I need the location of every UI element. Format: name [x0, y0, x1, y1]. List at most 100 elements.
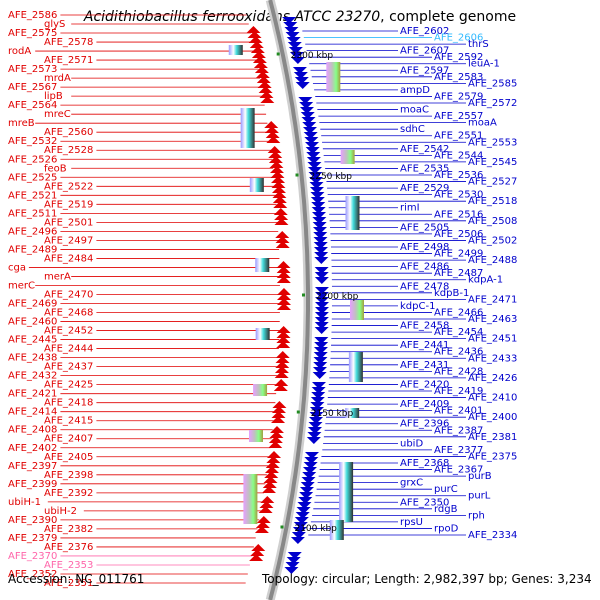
- forward-gene-label: AFE_2470: [44, 289, 93, 300]
- forward-gene-label: AFE_2496: [8, 226, 57, 237]
- reverse-gene-label: kdpC-1: [400, 301, 435, 312]
- forward-gene-label: AFE_2469: [8, 299, 57, 310]
- forward-gene-mark: [264, 471, 279, 478]
- genome-backbone: [265, 0, 313, 600]
- reverse-gene-mark: [312, 367, 327, 374]
- forward-gene-label: AFE_2501: [44, 217, 93, 228]
- reverse-gene-mark: [301, 117, 316, 124]
- reverse-gene-mark: [314, 322, 329, 329]
- feature-category-block: [243, 474, 258, 524]
- feature-category-block: [255, 328, 270, 340]
- forward-gene-mark: [251, 51, 266, 58]
- reverse-gene-label: rpsU: [400, 517, 423, 528]
- reverse-gene-mark: [309, 182, 324, 189]
- reverse-gene-label: AFE_2585: [468, 78, 517, 89]
- forward-gene-label: AFE_2445: [8, 335, 57, 346]
- reverse-gene-mark: [283, 22, 298, 29]
- reverse-gene-label: AFE_2583: [434, 72, 483, 83]
- reverse-gene-mark: [305, 147, 320, 154]
- reverse-gene-label: AFE_2466: [434, 307, 483, 318]
- forward-gene-label: AFE_2405: [44, 452, 93, 463]
- reverse-gene-mark: [305, 142, 320, 149]
- forward-gene-label: mreC: [44, 109, 71, 120]
- reverse-gene-label: rdgB: [434, 504, 458, 515]
- forward-gene-label: AFE_2352: [8, 569, 57, 580]
- reverse-gene-label: AFE_2463: [468, 314, 517, 325]
- reverse-gene-mark: [290, 537, 305, 544]
- reverse-gene-mark: [308, 172, 323, 179]
- reverse-gene-label: grxC: [400, 478, 423, 489]
- reverse-gene-mark: [300, 112, 315, 119]
- reverse-gene-mark: [314, 327, 329, 334]
- reverse-gene-label: AFE_2505: [400, 222, 449, 233]
- reverse-gene-mark: [312, 227, 327, 234]
- reverse-gene-label: AFE_2553: [468, 137, 517, 148]
- forward-gene-mark: [271, 411, 286, 418]
- forward-gene-mark: [267, 451, 282, 458]
- reverse-gene-mark: [305, 452, 320, 459]
- reverse-gene-label: AFE_2516: [434, 209, 483, 220]
- forward-gene-label: merA: [44, 271, 71, 282]
- forward-gene-label: AFE_2421: [8, 389, 57, 400]
- forward-gene-label: AFE_2489: [8, 244, 57, 255]
- reverse-gene-mark: [309, 187, 324, 194]
- forward-gene-mark: [261, 486, 276, 493]
- reverse-gene-label: leuA-1: [468, 59, 500, 70]
- feature-category-block: [326, 62, 341, 92]
- reverse-gene-mark: [298, 97, 313, 104]
- forward-gene-mark: [268, 156, 283, 163]
- reverse-gene-label: AFE_2488: [468, 255, 517, 266]
- reverse-gene-label: purL: [468, 491, 491, 502]
- forward-gene-mark: [271, 176, 286, 183]
- forward-gene-mark: [249, 554, 264, 561]
- reverse-gene-mark: [299, 487, 314, 494]
- reverse-gene-label: AFE_2535: [400, 163, 449, 174]
- forward-gene-label: mreB: [8, 118, 35, 129]
- reverse-gene-mark: [314, 252, 329, 259]
- forward-gene-label: rodA: [8, 46, 31, 57]
- reverse-gene-mark: [294, 77, 309, 84]
- reverse-gene-mark: [314, 317, 329, 324]
- forward-gene-mark: [276, 336, 291, 343]
- reverse-gene-label: rimI: [400, 203, 420, 214]
- reverse-gene-label: moaA: [468, 118, 497, 129]
- reverse-gene-label: rpoD: [434, 523, 459, 534]
- forward-gene-mark: [276, 341, 291, 348]
- topology-summary: Topology: circular; Length: 2,982,397 bp…: [262, 572, 592, 586]
- forward-gene-mark: [272, 196, 287, 203]
- forward-gene-mark: [258, 506, 273, 513]
- reverse-gene-mark: [298, 497, 313, 504]
- reverse-gene-label: AFE_2529: [400, 183, 449, 194]
- backbone-arc: [268, 0, 310, 600]
- reverse-gene-label: AFE_2572: [468, 98, 517, 109]
- tick-mark: [301, 293, 305, 297]
- reverse-gene-mark: [311, 387, 326, 394]
- reverse-gene-label: AFE_2400: [468, 412, 517, 423]
- reverse-gene-label: AFE_2487: [434, 268, 483, 279]
- forward-gene-mark: [276, 298, 291, 305]
- reverse-gene-mark: [299, 492, 314, 499]
- tick-mark: [295, 173, 299, 177]
- reverse-gene-label: AFE_2607: [400, 46, 449, 57]
- reverse-gene-mark: [312, 382, 327, 389]
- scale-tick-label: 2100 kbp: [294, 524, 337, 534]
- forward-gene-mark: [274, 379, 289, 386]
- forward-gene-mark: [265, 131, 280, 138]
- forward-gene-label: feoB: [44, 163, 67, 174]
- forward-gene-mark: [252, 56, 267, 63]
- reverse-gene-label: AFE_2557: [434, 111, 483, 122]
- forward-gene-mark: [276, 331, 291, 338]
- reverse-gene-label: AFE_2381: [468, 432, 517, 443]
- title-suffix: , complete genome: [380, 9, 517, 25]
- reverse-gene-mark: [312, 212, 327, 219]
- forward-gene-label: ubiH-2: [44, 506, 77, 517]
- reverse-gene-label: AFE_2592: [434, 52, 483, 63]
- forward-gene-mark: [266, 456, 281, 463]
- map-title: Acidithiobacillus ferrooxidans ATCC 2327…: [0, 9, 600, 25]
- reverse-gene-mark: [302, 122, 317, 129]
- forward-gene-mark: [271, 406, 286, 413]
- reverse-gene-label: AFE_2410: [468, 393, 517, 404]
- feature-category-block: [253, 384, 268, 396]
- forward-gene-label: AFE_2532: [8, 136, 57, 147]
- reverse-gene-mark: [292, 527, 307, 534]
